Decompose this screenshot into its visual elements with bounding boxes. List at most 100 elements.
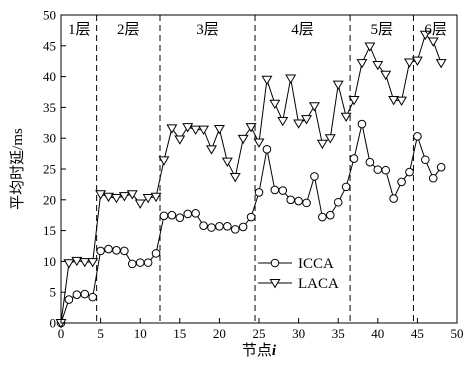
laca-point xyxy=(301,115,312,125)
icca-point xyxy=(207,223,216,232)
layer-label: 6层 xyxy=(424,22,447,38)
icca-point xyxy=(310,172,319,181)
laca-point xyxy=(316,139,328,150)
icca-point xyxy=(112,246,121,255)
laca-point xyxy=(71,256,83,267)
icca-point xyxy=(96,246,105,256)
icca-point xyxy=(167,210,177,220)
laca-point xyxy=(277,117,289,127)
laca-point xyxy=(388,96,400,106)
x-tick-label: 40 xyxy=(371,326,384,341)
icca-series-line xyxy=(60,123,442,324)
icca-point xyxy=(246,212,256,222)
icca-point xyxy=(127,259,137,269)
series-lines xyxy=(60,33,442,324)
laca-point xyxy=(190,125,202,135)
icca-point xyxy=(397,177,406,187)
laca-point xyxy=(253,138,265,148)
laca-point xyxy=(419,30,431,41)
icca-point xyxy=(230,225,240,234)
laca-point xyxy=(261,75,273,86)
x-tick-label: 5 xyxy=(97,326,104,341)
icca-point xyxy=(373,165,383,174)
x-axis-label-variable: i xyxy=(272,343,277,359)
icca-point xyxy=(88,292,97,302)
laca-point xyxy=(87,258,99,268)
icca-point xyxy=(302,198,311,208)
laca-point xyxy=(118,192,130,202)
laca-point xyxy=(95,190,107,200)
layer-label: 1层 xyxy=(68,22,91,38)
icca-point xyxy=(436,162,446,172)
x-tick-label: 50 xyxy=(451,326,464,341)
icca-point xyxy=(191,209,200,218)
laca-series-line xyxy=(60,33,442,324)
icca-point xyxy=(357,119,367,129)
y-axis-label: 平均时延/ms xyxy=(9,128,26,210)
y-tick-label: 0 xyxy=(50,316,57,331)
layer-label: 5层 xyxy=(371,22,394,38)
icca-point xyxy=(64,295,74,304)
icca-point xyxy=(223,221,232,231)
x-tick-label: 25 xyxy=(253,326,266,341)
laca-point xyxy=(308,102,320,112)
laca-point xyxy=(103,192,114,203)
x-axis-ticks: 0 5 10 15 20 25 30 35 40 45 50 xyxy=(58,318,464,341)
series-markers xyxy=(55,30,447,329)
laca-point xyxy=(356,59,368,69)
x-axis-label-main: 节点 xyxy=(242,342,272,359)
laca-point xyxy=(174,135,186,145)
y-tick-label: 15 xyxy=(43,223,56,238)
icca-point xyxy=(278,186,288,195)
layer-label: 2层 xyxy=(117,22,140,38)
laca-point xyxy=(134,199,146,209)
laca-point xyxy=(245,123,257,133)
laca-point xyxy=(372,60,384,71)
laca-point xyxy=(142,194,154,204)
laca-point xyxy=(324,134,336,144)
icca-point xyxy=(238,222,248,232)
x-tick-label: 20 xyxy=(213,326,226,341)
icca-point xyxy=(389,194,398,203)
x-tick-label: 0 xyxy=(58,326,65,341)
y-tick-label: 45 xyxy=(43,38,56,53)
icca-point xyxy=(294,196,303,206)
icca-point xyxy=(183,209,193,219)
layer-label: 3层 xyxy=(196,22,219,38)
laca-point xyxy=(166,124,178,134)
legend-label: ICCA xyxy=(298,256,334,272)
plot-frame xyxy=(60,14,458,324)
icca-point xyxy=(365,157,375,167)
icca-point xyxy=(159,211,169,221)
legend-marker xyxy=(270,258,280,268)
legend: ICCA LACA xyxy=(258,256,339,292)
y-tick-label: 5 xyxy=(50,285,57,300)
icca-point xyxy=(405,167,414,177)
icca-point xyxy=(349,154,359,163)
icca-point xyxy=(381,165,391,175)
x-tick-label: 10 xyxy=(134,326,147,341)
y-tick-label: 20 xyxy=(43,192,56,207)
icca-point xyxy=(333,197,343,207)
icca-point xyxy=(286,195,295,205)
legend-marker xyxy=(269,279,281,289)
laca-point xyxy=(285,74,297,84)
laca-point xyxy=(221,157,233,167)
y-tick-label: 35 xyxy=(43,100,56,115)
laca-point xyxy=(206,145,217,155)
laca-point xyxy=(364,42,376,52)
icca-point xyxy=(341,182,351,192)
laca-point xyxy=(158,156,170,166)
legend-label: LACA xyxy=(298,276,339,292)
icca-point xyxy=(318,212,327,222)
laca-point xyxy=(182,123,194,133)
laca-point xyxy=(332,80,344,90)
y-tick-label: 50 xyxy=(43,8,56,23)
icca-point xyxy=(135,258,145,267)
y-tick-label: 25 xyxy=(43,162,56,177)
icca-point xyxy=(215,221,224,231)
layer-labels: 1层 2层 3层 4层 5层 6层 xyxy=(68,22,447,38)
x-tick-label: 45 xyxy=(411,326,424,341)
icca-point xyxy=(413,132,422,141)
icca-point xyxy=(421,155,430,165)
